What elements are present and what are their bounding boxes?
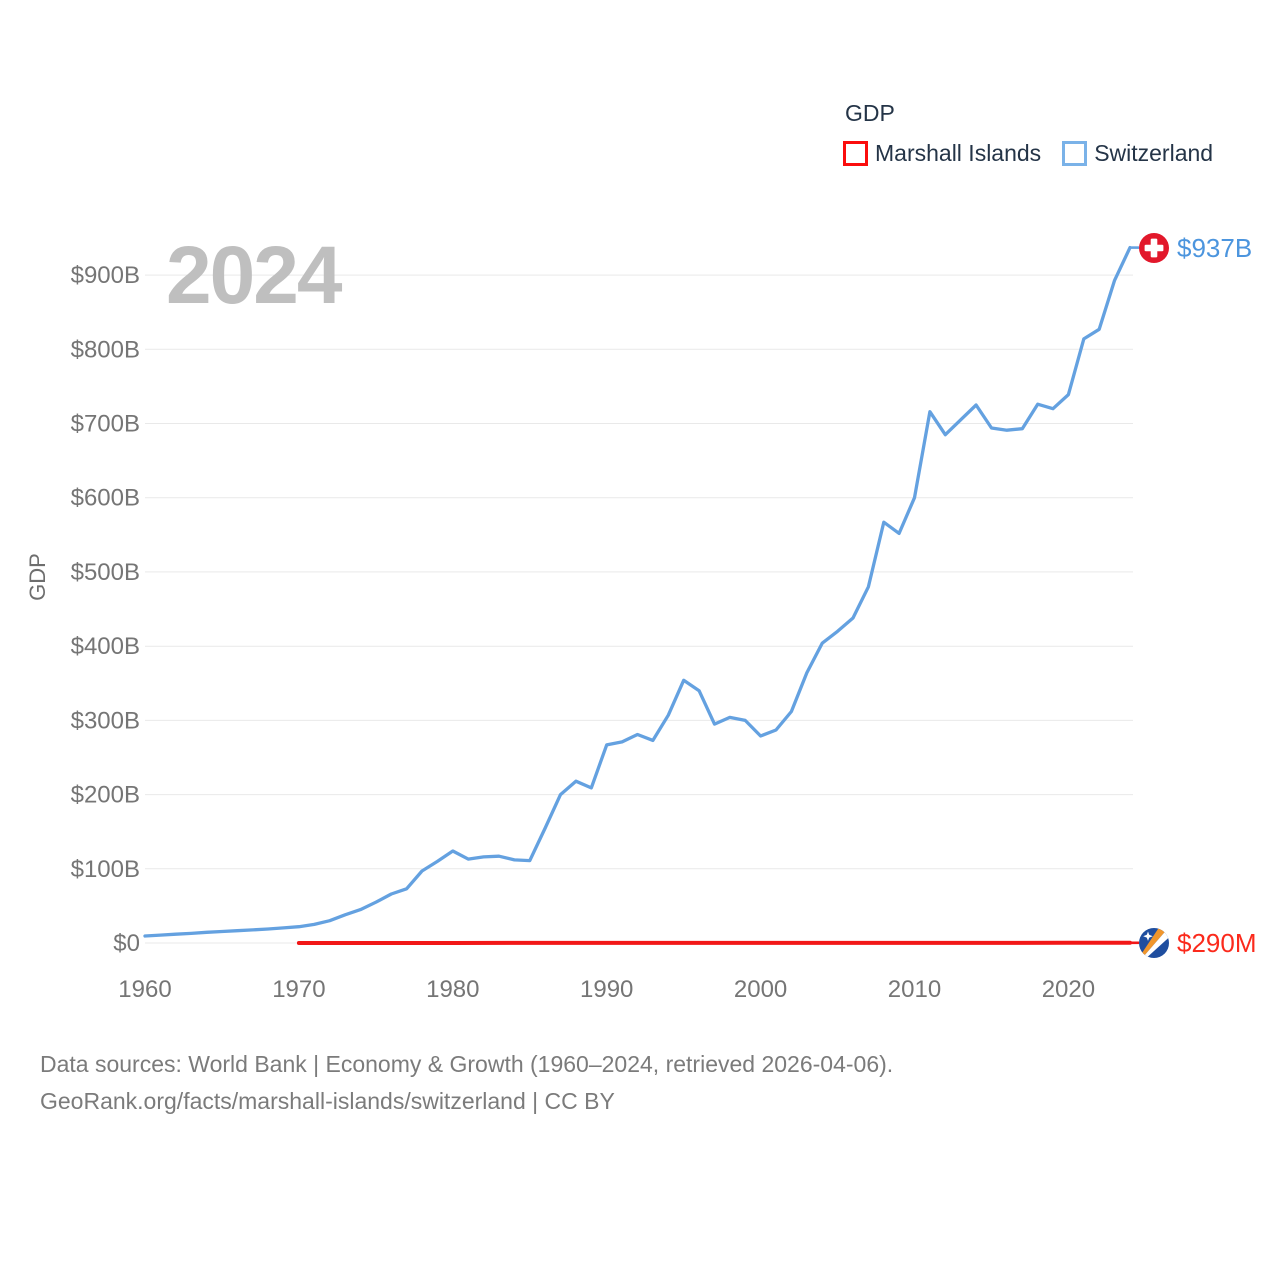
x-tick-label: 2020 xyxy=(1042,976,1095,1003)
x-tick-label: 2010 xyxy=(888,976,941,1003)
legend-label-switzerland: Switzerland xyxy=(1094,140,1214,166)
legend-label-marshall-islands: Marshall Islands xyxy=(875,140,1042,166)
x-tick-label: 1960 xyxy=(118,976,171,1003)
x-tick-label: 1990 xyxy=(580,976,633,1003)
x-tick-label: 1980 xyxy=(426,976,479,1003)
y-tick-label: $800B xyxy=(71,336,140,363)
marshall-islands-end-label: $290M xyxy=(1139,928,1257,959)
y-tick-label: $0 xyxy=(113,930,140,957)
year-watermark: 2024 xyxy=(166,230,343,321)
marshall-islands-end-value: $290M xyxy=(1177,927,1257,958)
y-tick-label: $300B xyxy=(71,707,140,734)
source-line-2: GeoRank.org/facts/marshall-islands/switz… xyxy=(40,1088,615,1114)
y-tick-label: $100B xyxy=(71,856,140,883)
legend-swatch-switzerland xyxy=(1062,141,1088,166)
y-axis-title: GDP xyxy=(25,553,50,601)
legend-item-switzerland[interactable]: Switzerland xyxy=(1062,140,1213,167)
switzerland-end-label: $937B xyxy=(1139,233,1252,264)
legend-title: GDP xyxy=(845,100,895,126)
y-tick-label: $500B xyxy=(71,559,140,586)
y-tick-label: $200B xyxy=(71,782,140,809)
chart-legend: GDP Marshall Islands Switzerland xyxy=(843,100,1213,167)
y-tick-label: $400B xyxy=(71,633,140,660)
marshall-islands-flag-icon xyxy=(1139,928,1169,959)
switzerland-flag-icon xyxy=(1139,233,1169,264)
y-tick-label: $700B xyxy=(71,411,140,438)
legend-item-marshall-islands[interactable]: Marshall Islands xyxy=(843,140,1041,167)
legend-items: Marshall Islands Switzerland xyxy=(843,140,1213,167)
source-line-1: Data sources: World Bank | Economy & Gro… xyxy=(40,1051,894,1077)
source-attribution: Data sources: World Bank | Economy & Gro… xyxy=(40,1046,893,1120)
y-tick-label: $900B xyxy=(71,262,140,289)
y-tick-label: $600B xyxy=(71,485,140,512)
x-tick-label: 2000 xyxy=(734,976,787,1003)
switzerland-end-value: $937B xyxy=(1177,232,1253,263)
series-line-switzerland[interactable] xyxy=(143,245,1132,938)
legend-swatch-marshall-islands xyxy=(843,141,868,166)
x-tick-label: 1970 xyxy=(272,976,325,1003)
